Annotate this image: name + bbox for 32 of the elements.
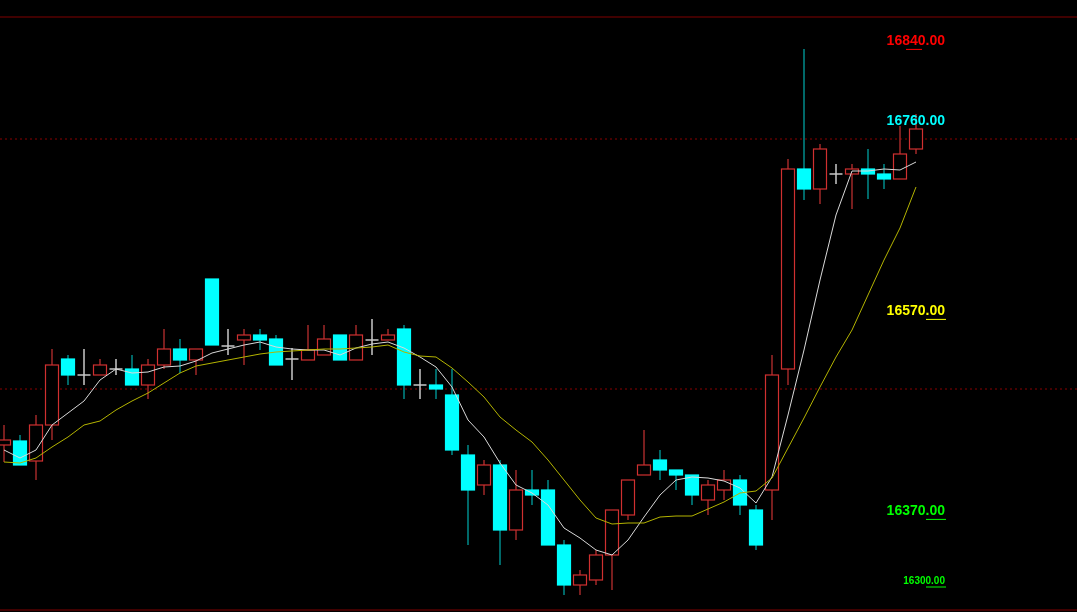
candlestick — [716, 469, 732, 501]
y-tick-label: 16760.00 — [886, 111, 946, 128]
candlestick — [684, 474, 700, 506]
candlestick — [188, 348, 204, 376]
candlestick — [796, 48, 812, 201]
candlestick — [12, 434, 28, 466]
candlestick — [172, 338, 188, 374]
candlestick — [108, 358, 124, 376]
candlestick — [252, 328, 268, 351]
candlestick — [524, 469, 540, 506]
candlestick — [364, 318, 380, 356]
candlestick — [636, 429, 652, 476]
candlestick — [476, 459, 492, 496]
y-tick-label: 16370.00 — [886, 501, 946, 518]
candlestick — [572, 569, 588, 596]
candlestick — [700, 479, 716, 516]
candlestick — [124, 354, 140, 386]
candlestick — [412, 368, 428, 400]
candlestick — [220, 328, 236, 356]
candlestick — [236, 328, 252, 366]
candlestick — [76, 348, 92, 386]
y-tick-label: 16570.00 — [886, 301, 946, 318]
candlestick — [652, 449, 668, 481]
candlestick — [60, 354, 76, 386]
candlestick — [876, 163, 892, 190]
y-tick-label: 16300.00 — [903, 574, 946, 586]
y-tick-label: 16840.00 — [886, 31, 946, 48]
candlestick — [140, 358, 156, 400]
candlestick — [668, 469, 684, 491]
candlestick — [428, 368, 444, 400]
candlestick — [156, 328, 172, 370]
candlestick — [828, 163, 844, 185]
